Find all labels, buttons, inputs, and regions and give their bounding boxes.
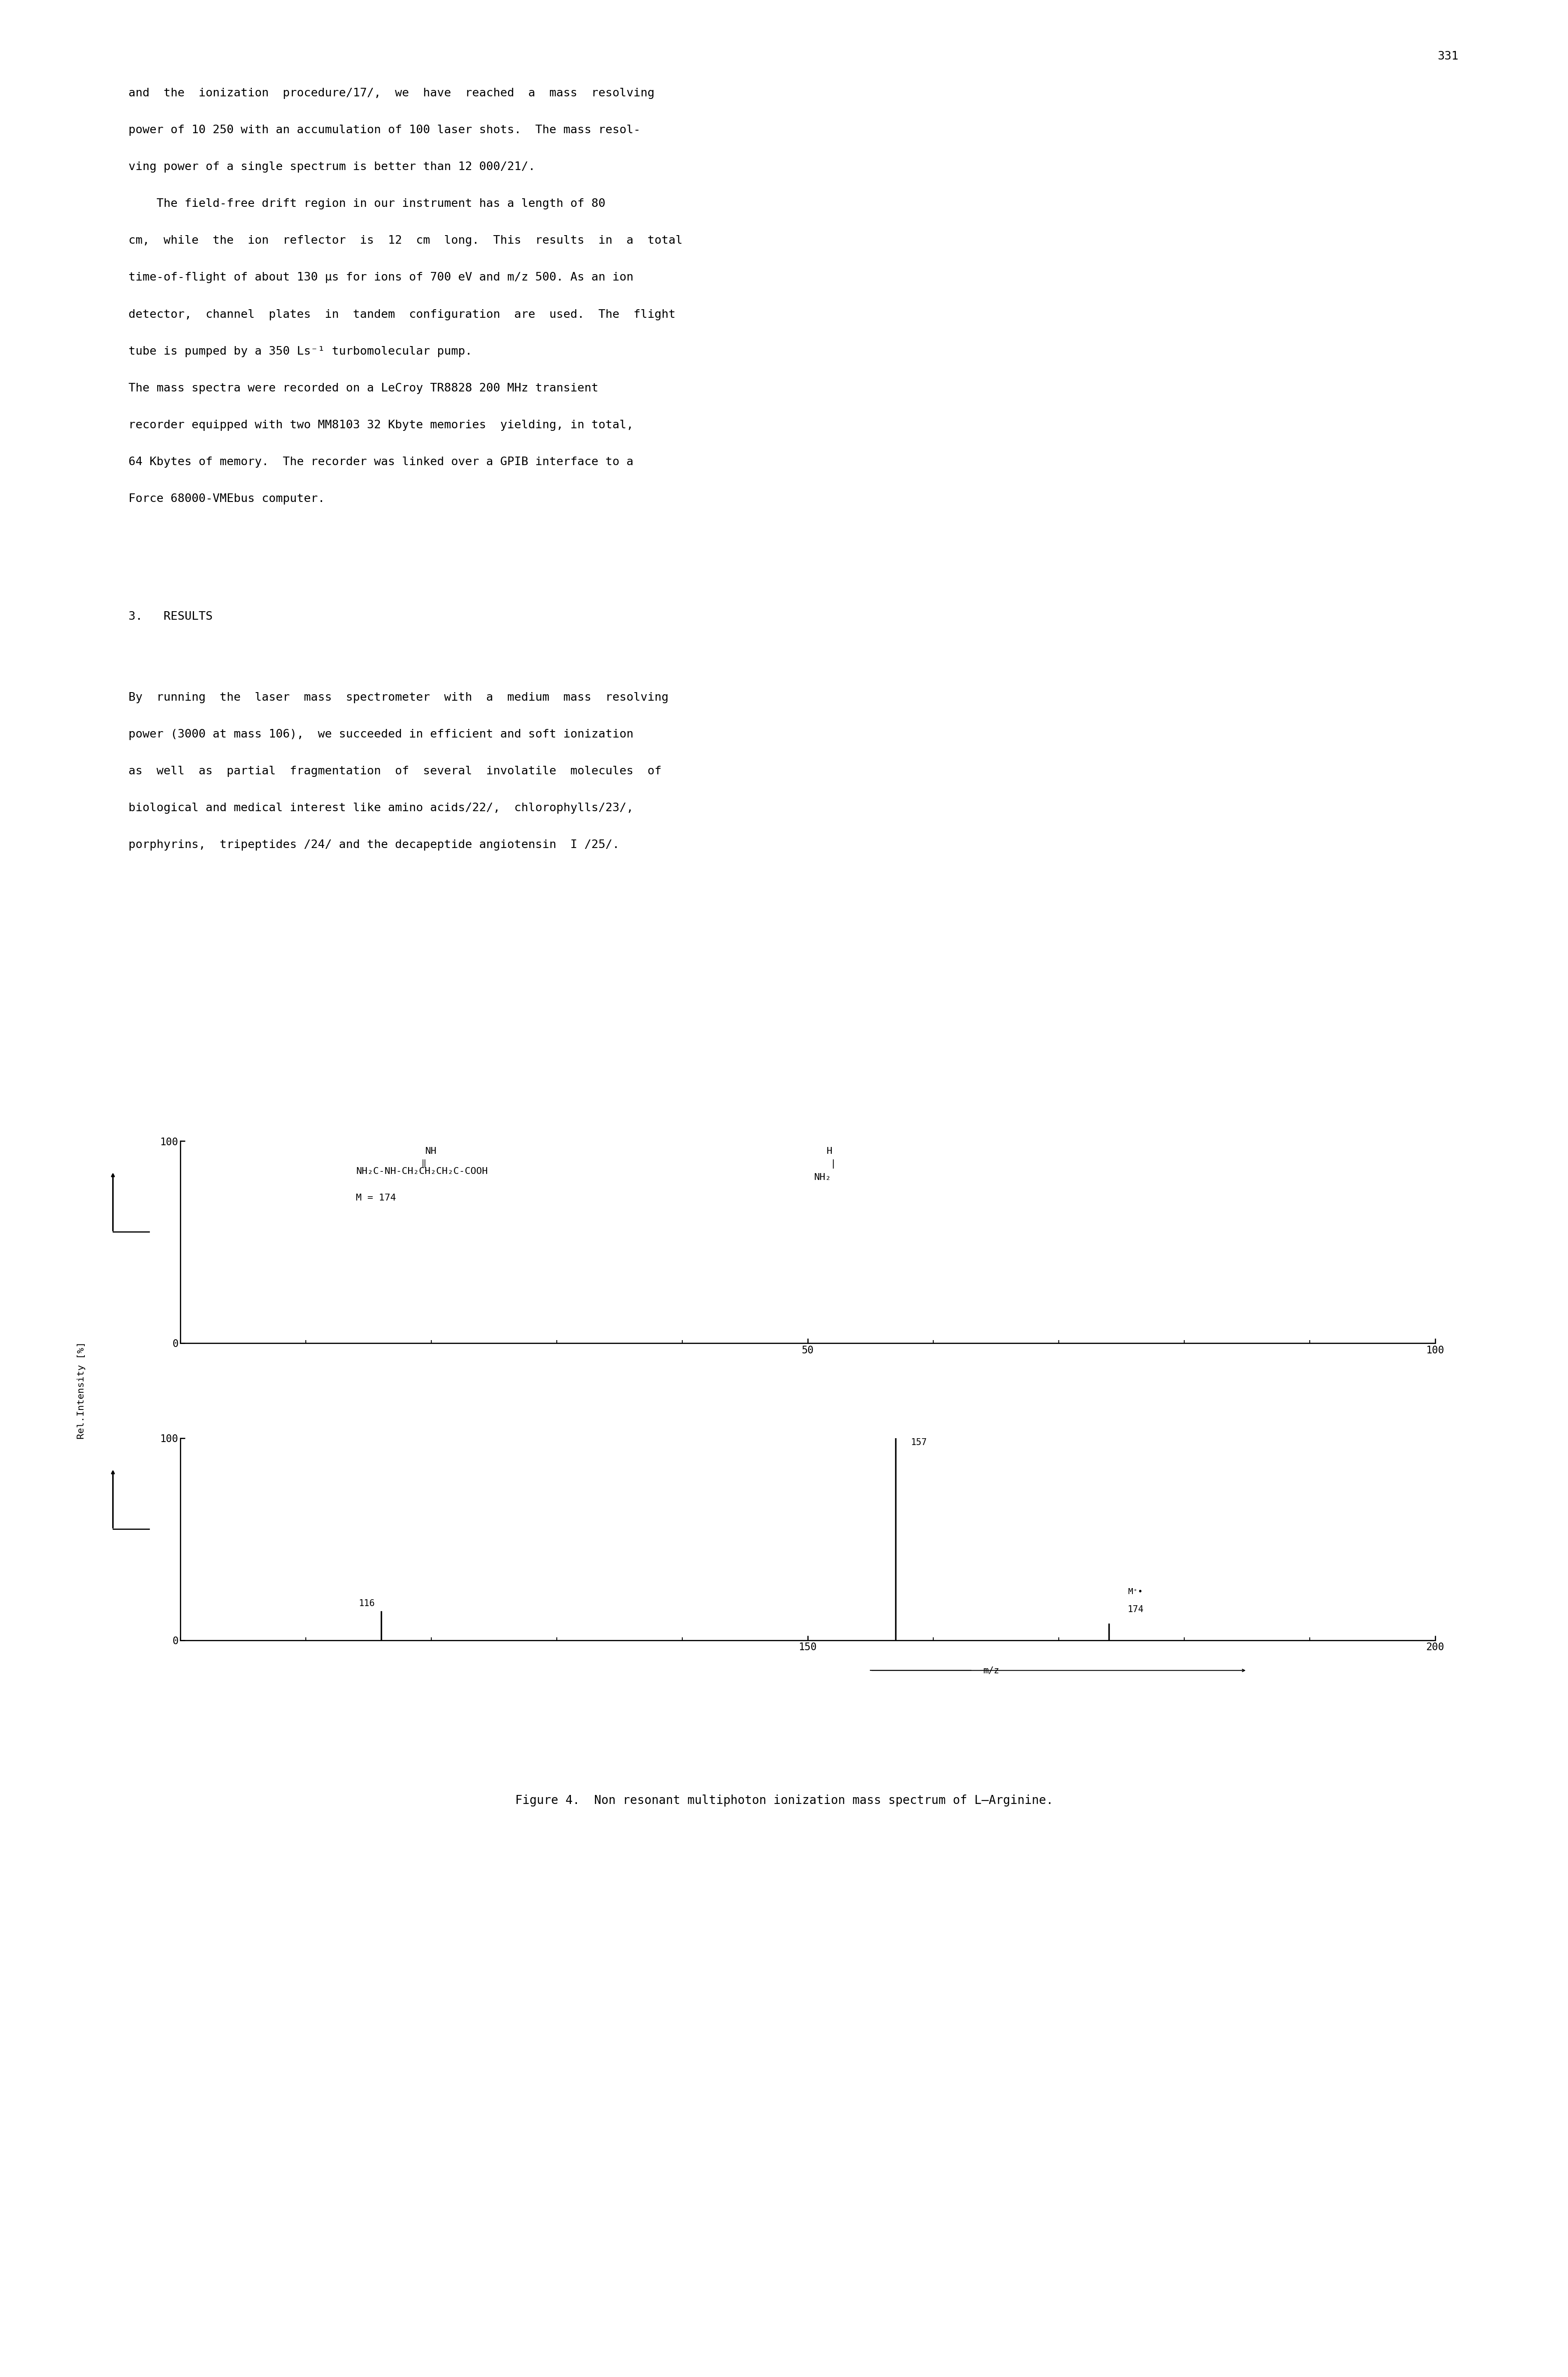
- Text: The mass spectra were recorded on a LeCroy TR8828 200 MHz transient: The mass spectra were recorded on a LeCr…: [129, 383, 599, 395]
- Text: NH₂C-NH-CH₂CH₂CH₂C-COOH: NH₂C-NH-CH₂CH₂CH₂C-COOH: [356, 1167, 488, 1177]
- Text: Force 68000-VMEbus computer.: Force 68000-VMEbus computer.: [129, 494, 325, 504]
- Text: tube is pumped by a 350 Ls⁻¹ turbomolecular pump.: tube is pumped by a 350 Ls⁻¹ turbomolecu…: [129, 347, 472, 357]
- Text: 3.   RESULTS: 3. RESULTS: [129, 611, 213, 623]
- Text: cm,  while  the  ion  reflector  is  12  cm  long.  This  results  in  a  total: cm, while the ion reflector is 12 cm lon…: [129, 235, 682, 247]
- Text: power (3000 at mass 106),  we succeeded in efficient and soft ionization: power (3000 at mass 106), we succeeded i…: [129, 730, 633, 739]
- Text: detector,  channel  plates  in  tandem  configuration  are  used.  The  flight: detector, channel plates in tandem confi…: [129, 309, 676, 321]
- Text: NH: NH: [425, 1148, 436, 1155]
- Text: M = 174: M = 174: [356, 1193, 397, 1203]
- Text: porphyrins,  tripeptides /24/ and the decapeptide angiotensin  I /25/.: porphyrins, tripeptides /24/ and the dec…: [129, 839, 619, 851]
- Text: time-of-flight of about 130 μs for ions of 700 eV and m/z 500. As an ion: time-of-flight of about 130 μs for ions …: [129, 273, 633, 283]
- Text: biological and medical interest like amino acids/22/,  chlorophylls/23/,: biological and medical interest like ami…: [129, 803, 633, 813]
- Text: 174: 174: [1127, 1604, 1143, 1614]
- Text: as  well  as  partial  fragmentation  of  several  involatile  molecules  of: as well as partial fragmentation of seve…: [129, 765, 662, 777]
- Text: 116: 116: [359, 1600, 375, 1607]
- Text: Figure 4.  Non resonant multiphoton ionization mass spectrum of L–Arginine.: Figure 4. Non resonant multiphoton ioniz…: [514, 1795, 1054, 1807]
- Text: Rel.Intensity [%]: Rel.Intensity [%]: [77, 1343, 86, 1438]
- Text: 331: 331: [1438, 50, 1458, 62]
- Text: recorder equipped with two MM8103 32 Kbyte memories  yielding, in total,: recorder equipped with two MM8103 32 Kby…: [129, 421, 633, 430]
- Text: NH₂: NH₂: [814, 1174, 831, 1181]
- Text: and  the  ionization  procedure/17/,  we  have  reached  a  mass  resolving: and the ionization procedure/17/, we hav…: [129, 88, 654, 100]
- Text: 64 Kbytes of memory.  The recorder was linked over a GPIB interface to a: 64 Kbytes of memory. The recorder was li…: [129, 456, 633, 468]
- Text: By  running  the  laser  mass  spectrometer  with  a  medium  mass  resolving: By running the laser mass spectrometer w…: [129, 692, 668, 704]
- Text: 157: 157: [911, 1438, 927, 1448]
- Text: m/z: m/z: [983, 1666, 999, 1676]
- Text: M⁺•: M⁺•: [1127, 1588, 1143, 1595]
- Text: |: |: [829, 1160, 836, 1169]
- Text: power of 10 250 with an accumulation of 100 laser shots.  The mass resol-: power of 10 250 with an accumulation of …: [129, 124, 640, 135]
- Text: The field-free drift region in our instrument has a length of 80: The field-free drift region in our instr…: [129, 200, 605, 209]
- Text: H: H: [826, 1148, 833, 1155]
- Text: ving power of a single spectrum is better than 12 000/21/.: ving power of a single spectrum is bette…: [129, 162, 535, 174]
- Text: ‖: ‖: [422, 1160, 426, 1167]
